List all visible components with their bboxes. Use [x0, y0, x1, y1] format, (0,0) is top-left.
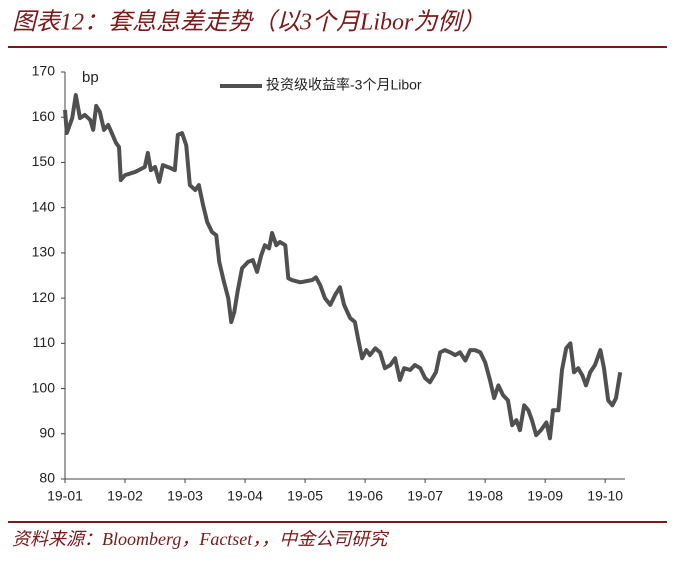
- x-tick-label: 19-05: [287, 488, 323, 504]
- x-tick-label: 19-06: [347, 488, 383, 504]
- x-tick-label: 19-04: [227, 488, 263, 504]
- legend-label: 投资级收益率-3个月Libor: [266, 77, 422, 93]
- source: 资料来源：Bloomberg，Factset，，中金公司研究: [12, 529, 389, 549]
- y-tick-label: 140: [32, 198, 56, 214]
- y-tick-label: 130: [32, 244, 56, 260]
- y-tick-label: 170: [32, 63, 56, 79]
- x-tick-label: 19-08: [467, 488, 503, 504]
- x-tick-label: 19-07: [407, 488, 443, 504]
- x-tick-label: 19-10: [587, 488, 623, 504]
- y-tick-label: 160: [32, 108, 56, 124]
- x-tick-label: 19-01: [47, 488, 83, 504]
- chart-title: 图表12：套息息差走势（以3个月Libor为例）: [12, 9, 485, 36]
- y-tick-label: 120: [32, 289, 56, 305]
- y-tick-label: 90: [39, 424, 55, 440]
- y-tick-label: 80: [39, 470, 55, 486]
- x-tick-label: 19-09: [527, 488, 563, 504]
- y-tick-label: 150: [32, 153, 56, 169]
- y-tick-label: 110: [33, 334, 56, 350]
- y-tick-label: 100: [32, 379, 56, 395]
- x-tick-label: 19-03: [167, 488, 203, 504]
- x-tick-label: 19-02: [107, 488, 143, 504]
- line-series: [63, 93, 623, 441]
- y-axis-label: bp: [82, 69, 99, 86]
